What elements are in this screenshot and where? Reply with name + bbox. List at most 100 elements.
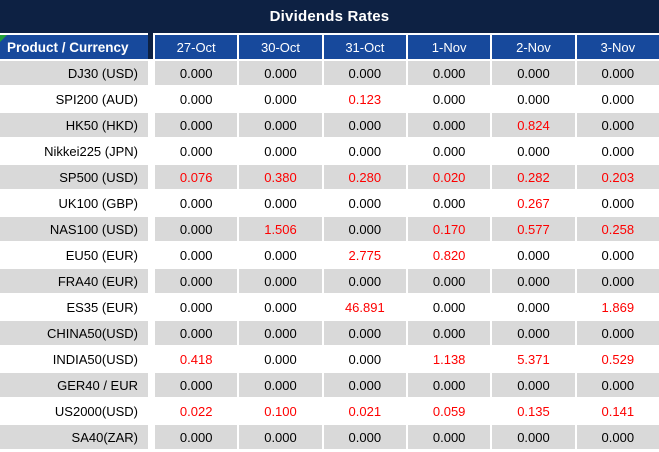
table-header-row: Product / Currency 27-Oct 30-Oct 31-Oct 1-N… <box>0 33 659 59</box>
dividend-value-cell: 0.000 <box>574 85 659 111</box>
dividend-value-cell: 0.000 <box>490 423 575 449</box>
dividend-value-cell: 0.000 <box>405 371 491 397</box>
dividend-value-cell: 0.000 <box>574 241 659 267</box>
dividend-value-cell: 0.135 <box>490 397 575 423</box>
product-label: SA40(ZAR) <box>0 423 148 449</box>
table-row: SPI200 (AUD) 0.000 0.000 0.123 0.000 0.000 0.0… <box>0 85 659 111</box>
column-header-date-2-nov: 2-Nov <box>490 33 575 59</box>
product-label: ES35 (EUR) <box>0 293 148 319</box>
product-label: HK50 (HKD) <box>0 111 148 137</box>
dividend-value-cell: 0.000 <box>574 267 659 293</box>
dividend-value-cell: 0.000 <box>153 215 238 241</box>
dividend-value-cell: 0.000 <box>321 345 406 371</box>
title-bar: Dividends Rates <box>0 0 659 33</box>
row-column-spacer <box>148 267 153 293</box>
product-label: DJ30 (USD) <box>0 59 148 85</box>
table-row: ES35 (EUR) 0.000 0.000 46.891 0.000 0.000 1.86… <box>0 293 659 319</box>
row-column-spacer <box>148 111 153 137</box>
dividend-value-cell: 0.282 <box>490 163 575 189</box>
row-column-spacer <box>148 423 153 449</box>
table-body: DJ30 (USD) 0.000 0.000 0.000 0.000 0.000 0.000… <box>0 59 659 449</box>
dividend-value-cell: 0.000 <box>405 137 491 163</box>
row-column-spacer <box>148 241 153 267</box>
dividend-value-cell: 0.000 <box>574 137 659 163</box>
dividend-value-cell: 0.000 <box>153 319 238 345</box>
dividend-value-cell: 0.000 <box>490 267 575 293</box>
header-column-spacer <box>148 33 153 59</box>
dividend-value-cell: 0.000 <box>237 319 322 345</box>
product-header-label: Product / Currency <box>7 39 129 55</box>
product-label: CHINA50(USD) <box>0 319 148 345</box>
dividend-value-cell: 0.820 <box>405 241 491 267</box>
dividend-value-cell: 1.506 <box>237 215 322 241</box>
row-column-spacer <box>148 319 153 345</box>
product-label: GER40 / EUR <box>0 371 148 397</box>
row-column-spacer <box>148 85 153 111</box>
dividend-value-cell: 0.000 <box>153 59 238 85</box>
dividend-value-cell: 0.000 <box>237 267 322 293</box>
green-corner-triangle-icon <box>0 35 7 42</box>
table-row: UK100 (GBP) 0.000 0.000 0.000 0.000 0.267 0.00… <box>0 189 659 215</box>
dividend-value-cell: 1.869 <box>574 293 659 319</box>
dividend-value-cell: 0.000 <box>153 111 238 137</box>
table-row: NAS100 (USD) 0.000 1.506 0.000 0.170 0.577 0.2… <box>0 215 659 241</box>
dividend-value-cell: 0.000 <box>237 371 322 397</box>
dividend-value-cell: 0.824 <box>490 111 575 137</box>
dividend-value-cell: 0.529 <box>574 345 659 371</box>
dividend-value-cell: 0.000 <box>153 371 238 397</box>
table-row: Nikkei225 (JPN) 0.000 0.000 0.000 0.000 0.000… <box>0 137 659 163</box>
dividend-value-cell: 0.000 <box>237 241 322 267</box>
dividend-value-cell: 0.000 <box>153 293 238 319</box>
dividend-value-cell: 0.000 <box>237 345 322 371</box>
row-column-spacer <box>148 59 153 85</box>
dividend-value-cell: 0.577 <box>490 215 575 241</box>
dividend-value-cell: 46.891 <box>321 293 406 319</box>
row-column-spacer <box>148 293 153 319</box>
dividend-value-cell: 0.076 <box>153 163 238 189</box>
product-label: UK100 (GBP) <box>0 189 148 215</box>
dividend-value-cell: 0.000 <box>490 59 575 85</box>
dividend-value-cell: 0.021 <box>321 397 406 423</box>
dividend-value-cell: 0.000 <box>405 59 491 85</box>
dividend-value-cell: 0.000 <box>237 293 322 319</box>
dividend-value-cell: 0.000 <box>574 319 659 345</box>
table-row: SP500 (USD) 0.076 0.380 0.280 0.020 0.282 0.20… <box>0 163 659 189</box>
product-label: EU50 (EUR) <box>0 241 148 267</box>
table-row: US2000(USD) 0.022 0.100 0.021 0.059 0.135 0.14… <box>0 397 659 423</box>
table-row: GER40 / EUR 0.000 0.000 0.000 0.000 0.000 0.00… <box>0 371 659 397</box>
dividend-value-cell: 0.000 <box>321 423 406 449</box>
dividend-value-cell: 0.059 <box>405 397 491 423</box>
dividend-value-cell: 0.380 <box>237 163 322 189</box>
dividend-value-cell: 0.000 <box>490 137 575 163</box>
dividend-value-cell: 0.000 <box>237 111 322 137</box>
dividend-value-cell: 0.000 <box>405 267 491 293</box>
column-header-date-3-nov: 3-Nov <box>574 33 659 59</box>
row-column-spacer <box>148 189 153 215</box>
dividend-value-cell: 0.000 <box>405 111 491 137</box>
column-header-date-27-oct: 27-Oct <box>153 33 238 59</box>
table-row: CHINA50(USD) 0.000 0.000 0.000 0.000 0.000 0.0… <box>0 319 659 345</box>
column-header-date-30-oct: 30-Oct <box>237 33 322 59</box>
dividend-value-cell: 0.000 <box>321 319 406 345</box>
dividend-value-cell: 0.000 <box>153 85 238 111</box>
dividends-rates-table: Product / Currency 27-Oct 30-Oct 31-Oct 1-N… <box>0 33 659 449</box>
table-row: EU50 (EUR) 0.000 0.000 2.775 0.820 0.000 0.000 <box>0 241 659 267</box>
table-row: INDIA50(USD) 0.418 0.000 0.000 1.138 5.371 0.5… <box>0 345 659 371</box>
dividend-value-cell: 0.000 <box>405 189 491 215</box>
row-column-spacer <box>148 397 153 423</box>
dividend-value-cell: 0.000 <box>574 111 659 137</box>
dividend-value-cell: 1.138 <box>405 345 491 371</box>
table-row: DJ30 (USD) 0.000 0.000 0.000 0.000 0.000 0.000 <box>0 59 659 85</box>
dividend-value-cell: 0.258 <box>574 215 659 241</box>
product-label: SPI200 (AUD) <box>0 85 148 111</box>
dividend-value-cell: 0.203 <box>574 163 659 189</box>
dividend-value-cell: 0.123 <box>321 85 406 111</box>
table-row: SA40(ZAR) 0.000 0.000 0.000 0.000 0.000 0.000 <box>0 423 659 449</box>
dividend-value-cell: 0.000 <box>574 371 659 397</box>
row-column-spacer <box>148 137 153 163</box>
dividend-value-cell: 0.170 <box>405 215 491 241</box>
table-row: FRA40 (EUR) 0.000 0.000 0.000 0.000 0.000 0.00… <box>0 267 659 293</box>
row-column-spacer <box>148 345 153 371</box>
dividend-value-cell: 0.000 <box>405 85 491 111</box>
dividend-value-cell: 0.000 <box>153 267 238 293</box>
